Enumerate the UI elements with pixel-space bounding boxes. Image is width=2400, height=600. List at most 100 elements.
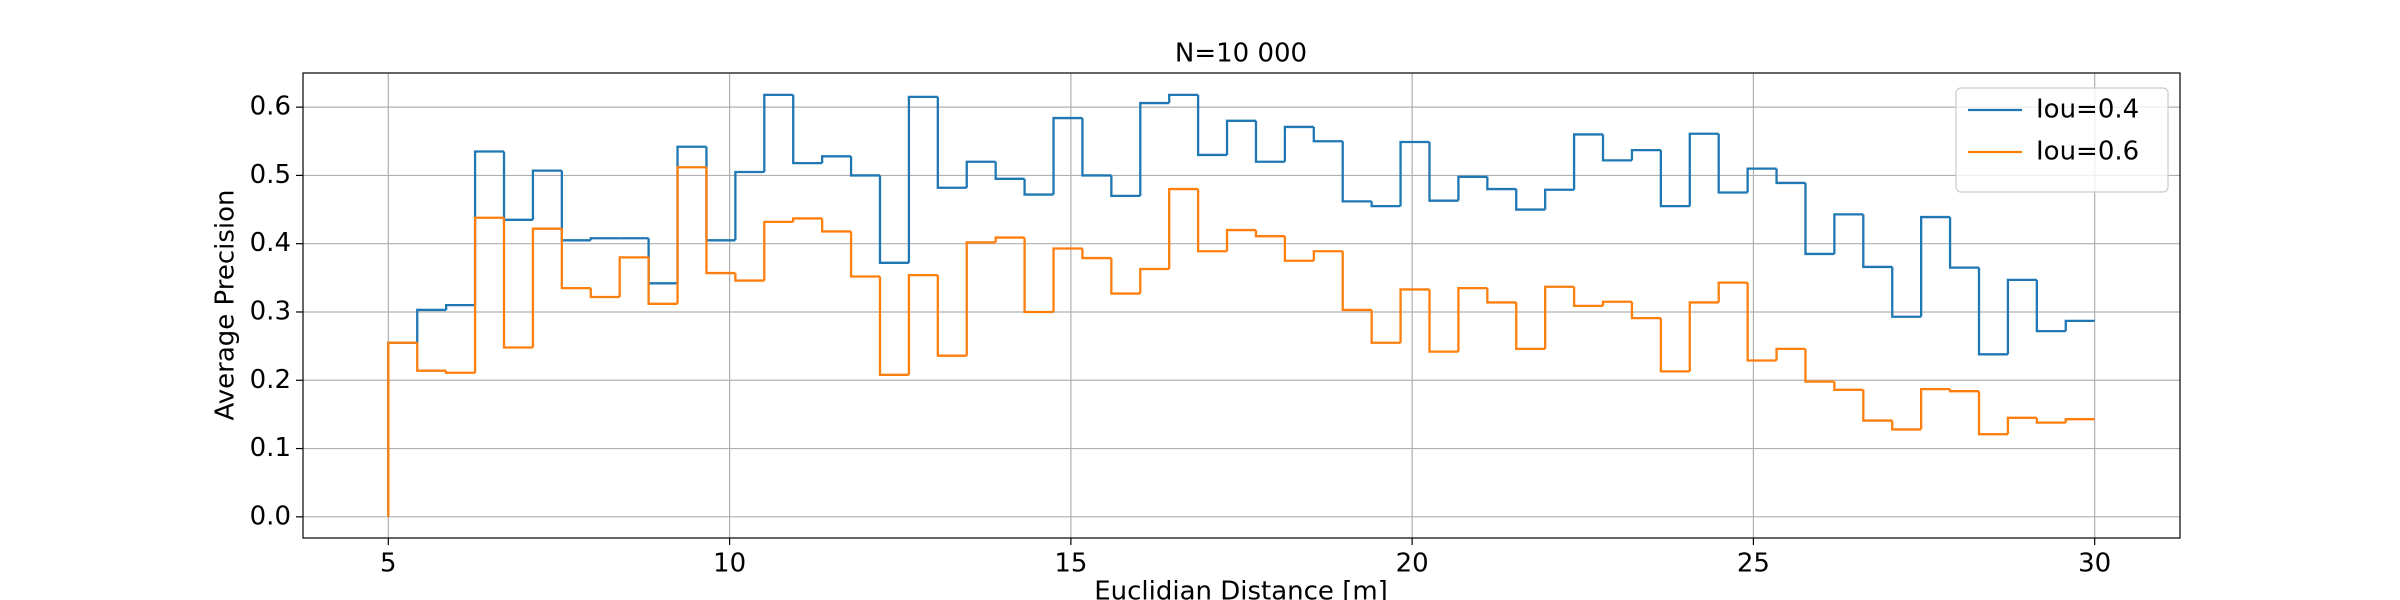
step-segment [1572, 133, 1604, 190]
step-segment [1283, 236, 1314, 262]
step-segment [965, 241, 996, 356]
step-segment [1139, 267, 1170, 294]
step-segment [1659, 150, 1690, 208]
step-segment [1601, 134, 1632, 162]
step-segment [1515, 189, 1546, 211]
step-segment [531, 227, 562, 348]
step-segment [1399, 288, 1430, 343]
step-segment [647, 238, 678, 285]
step-segment [936, 96, 967, 189]
step-segment [820, 218, 852, 233]
step-segment [445, 370, 476, 374]
step-segment [2064, 418, 2095, 423]
step-segment [1891, 420, 1922, 431]
step-segment [2006, 278, 2037, 355]
step-segment [473, 150, 505, 306]
y-tick-label: 0.1 [250, 433, 291, 463]
step-segment [1370, 309, 1401, 344]
step-segment [1920, 215, 1951, 317]
step-segment [589, 288, 620, 299]
step-segment [1486, 176, 1517, 191]
step-segment [502, 151, 533, 221]
step-segment [820, 155, 852, 164]
step-segment [2064, 319, 2095, 332]
y-tick-label: 0.0 [250, 501, 291, 531]
step-segment [1746, 282, 1777, 362]
step-segment [1399, 140, 1430, 207]
step-segment [734, 273, 765, 282]
step-segment [1977, 267, 2008, 356]
step-segment [1052, 247, 1083, 312]
step-segment [1312, 250, 1343, 261]
step-segment [1052, 116, 1083, 195]
step-segment [1110, 175, 1141, 198]
step-segment [936, 275, 967, 357]
step-segment [1023, 178, 1054, 196]
x-tick-label: 20 [1396, 549, 1429, 579]
chart-title: N=10 000 [1175, 39, 1307, 69]
step-segment [734, 170, 765, 241]
x-tick-label: 25 [1737, 549, 1770, 579]
step-segment [560, 170, 591, 242]
step-segment [994, 161, 1025, 180]
step-segment [1023, 237, 1054, 314]
y-tick-label: 0.3 [250, 296, 291, 326]
step-segment [994, 236, 1025, 243]
step-segment [1804, 182, 1835, 256]
series-line [387, 166, 2095, 517]
step-segment [1544, 188, 1575, 210]
step-segment [473, 216, 505, 373]
step-segment [1196, 189, 1228, 253]
step-segment [1572, 286, 1604, 307]
step-segment [676, 166, 707, 304]
step-segment [1168, 187, 1199, 269]
step-segment [1659, 318, 1690, 373]
step-segment [1717, 281, 1748, 303]
step-segment [416, 308, 447, 343]
step-segment [1717, 133, 1748, 194]
step-segment [1196, 94, 1228, 157]
step-segment [1833, 381, 1864, 391]
step-segment [705, 146, 736, 242]
step-segment [1601, 300, 1632, 306]
step-segment [1688, 301, 1719, 372]
legend-box [1955, 87, 2169, 193]
y-axis-label: Average Precision [211, 189, 241, 420]
step-segment [878, 276, 909, 376]
step-segment [1341, 251, 1372, 312]
step-segment [387, 341, 418, 517]
step-segment [1428, 289, 1459, 353]
legend-label: Iou=0.4 [2036, 95, 2139, 125]
y-tick-label: 0.4 [250, 228, 291, 258]
step-segment [1630, 301, 1661, 320]
step-segment [849, 156, 880, 177]
step-segment [1081, 118, 1112, 177]
step-segment [531, 169, 562, 220]
x-tick-label: 30 [2078, 549, 2111, 579]
x-axis-label: Euclidian Distance [m] [1094, 577, 1388, 600]
step-segment [1775, 347, 1806, 361]
step-segment [907, 95, 938, 263]
step-segment [1746, 167, 1777, 193]
step-segment [1804, 348, 1835, 383]
step-segment [705, 167, 736, 275]
step-segment [445, 304, 476, 310]
y-tick-label: 0.6 [250, 92, 291, 122]
step-segment [1457, 175, 1488, 201]
step-segment [2006, 416, 2037, 435]
step-segment [965, 160, 996, 188]
y-tick-label: 0.5 [250, 160, 291, 190]
step-segment [1833, 213, 1864, 254]
x-tick-label: 5 [380, 549, 397, 579]
step-segment [1977, 391, 2008, 436]
step-segment [1515, 302, 1546, 351]
step-segment [907, 273, 938, 375]
step-segment [792, 217, 823, 222]
step-segment [1370, 201, 1401, 208]
step-segment [1862, 214, 1893, 269]
x-tick-label: 10 [713, 549, 746, 579]
plot-frame [302, 72, 2181, 539]
step-segment [1341, 141, 1372, 203]
step-segment [2035, 279, 2066, 333]
